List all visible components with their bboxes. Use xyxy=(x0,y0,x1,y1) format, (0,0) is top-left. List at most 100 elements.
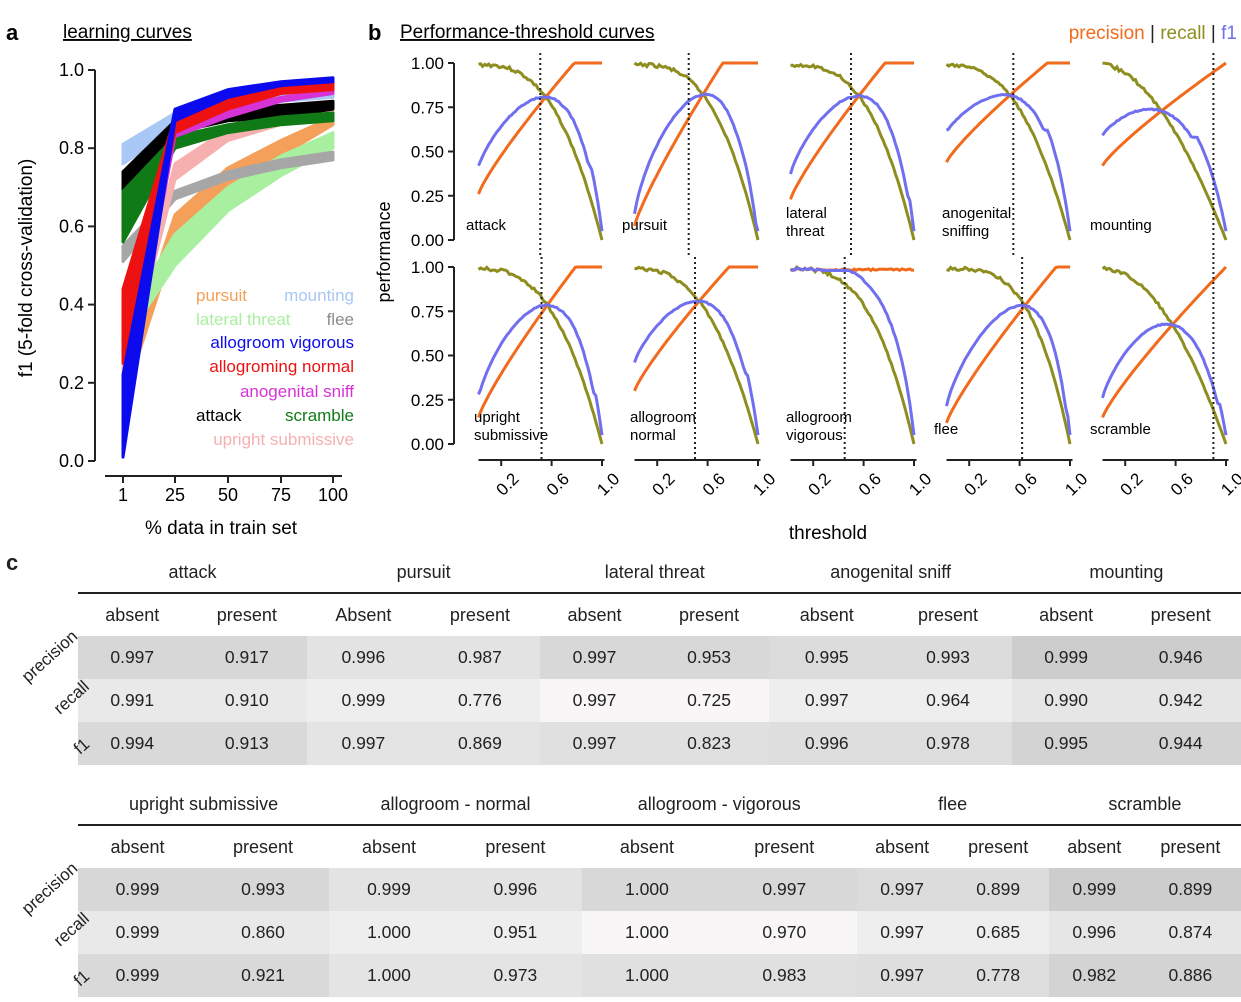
metric-cell: 0.917 xyxy=(186,636,308,679)
x-tick-label: 75 xyxy=(271,485,291,505)
metric-cell: 0.685 xyxy=(947,911,1049,954)
y-tick-label: 0.25 xyxy=(411,187,444,206)
column-header: present xyxy=(186,592,308,636)
f1-curve xyxy=(789,93,916,232)
column-header: present xyxy=(196,824,330,868)
metric-cell: 0.913 xyxy=(186,722,308,765)
x-tick-label: 25 xyxy=(165,485,185,505)
metric-cell: 0.886 xyxy=(1139,954,1241,997)
x-tick-label: 1.0 xyxy=(1061,469,1091,499)
metric-cell: 0.951 xyxy=(448,911,582,954)
metric-cell: 1.000 xyxy=(581,954,712,997)
metric-cell: 0.999 xyxy=(78,868,197,911)
column-header: present xyxy=(947,824,1049,868)
metric-cell: 0.899 xyxy=(947,868,1049,911)
metric-cell: 1.000 xyxy=(329,911,449,954)
panel-c-letter: c xyxy=(6,550,19,575)
metric-cell: 0.999 xyxy=(78,911,197,954)
behavior-label: anogenital xyxy=(942,205,1011,222)
f1-curve xyxy=(477,303,604,436)
precision-curve xyxy=(945,265,1070,424)
x-tick-label: 0.6 xyxy=(543,469,573,499)
panel-a-ylabel: f1 (5-fold cross-validation) xyxy=(16,159,37,378)
y-tick-label: 1.00 xyxy=(411,258,444,277)
precision-curve xyxy=(477,265,602,418)
column-header: absent xyxy=(329,824,449,868)
column-header: absent xyxy=(856,824,948,868)
metric-cell: 0.997 xyxy=(78,636,187,679)
metric-cell: 0.995 xyxy=(1011,722,1121,765)
y-tick-label: 0.75 xyxy=(411,98,444,117)
x-tick-label: 1.0 xyxy=(749,469,779,499)
precision-curve xyxy=(1101,265,1228,419)
behavior-header: allogroom - normal xyxy=(380,793,531,814)
f1-curve xyxy=(1101,322,1228,436)
y-tick-label: 0.0 xyxy=(59,451,84,471)
legend-entry: allogroming normal xyxy=(209,357,354,376)
x-tick-label: 0.6 xyxy=(1167,469,1197,499)
legend-entry: lateral threat xyxy=(196,310,291,329)
legend-entry: pursuit xyxy=(196,286,247,305)
x-tick-label: 0.2 xyxy=(492,469,522,499)
behavior-label: mounting xyxy=(1090,217,1152,234)
legend-entry: scramble xyxy=(285,406,354,425)
metrics-table: attack pursuit lateral threat anogenital sn… xyxy=(78,552,1241,765)
metric-cell: 0.982 xyxy=(1048,954,1140,997)
metric-cell: 0.946 xyxy=(1120,636,1241,679)
recall-curve xyxy=(946,265,1072,445)
metric-cell: 0.996 xyxy=(769,722,885,765)
recall-curve xyxy=(790,62,916,241)
behavior-label: vigorous xyxy=(786,427,843,444)
column-header: absent xyxy=(540,592,649,636)
metric-cell: 0.995 xyxy=(769,636,885,679)
x-tick-label: 1.0 xyxy=(905,469,935,499)
recall-curve xyxy=(478,62,604,241)
threshold-subplot: 0.2 0.6 1.0 flee xyxy=(934,257,1091,499)
panel-b-letter: b xyxy=(368,20,381,45)
y-tick-label: 0.50 xyxy=(411,143,444,162)
column-header: present xyxy=(1139,824,1241,868)
legend-entry: mounting xyxy=(284,286,354,305)
f1-curve xyxy=(945,303,1072,436)
metric-cell: 0.997 xyxy=(856,911,948,954)
metric-cell: 0.970 xyxy=(712,911,857,954)
metric-cell: 0.778 xyxy=(947,954,1049,997)
metric-cell: 0.910 xyxy=(186,679,308,722)
legend-entry: upright submissive xyxy=(213,430,354,449)
x-tick-label: 0.6 xyxy=(699,469,729,499)
metric-cell: 0.997 xyxy=(856,868,948,911)
metric-cell: 0.997 xyxy=(540,636,649,679)
metric-cell: 0.999 xyxy=(78,954,197,997)
metric-cell: 0.921 xyxy=(196,954,330,997)
metric-cell: 0.999 xyxy=(1048,868,1140,911)
metrics-table: upright submissive allogroom - normal allo… xyxy=(78,784,1241,997)
panel-b-legend: precision | recall | f1 xyxy=(1069,23,1237,44)
table-row: 0.999 0.860 1.000 0.951 1.000 0.970 0.997 0.685… xyxy=(78,911,1241,954)
panel-b-title: Performance-threshold curves xyxy=(400,22,655,43)
panel-a-xlabel: % data in train set xyxy=(145,518,298,539)
column-header: absent xyxy=(78,824,197,868)
precision-curve xyxy=(633,265,758,392)
metric-cell: 0.964 xyxy=(884,679,1012,722)
behavior-header: upright submissive xyxy=(129,793,279,814)
column-header: present xyxy=(712,824,857,868)
x-tick-label: 0.2 xyxy=(1116,469,1146,499)
behavior-label: flee xyxy=(934,421,958,438)
metric-cell: 1.000 xyxy=(581,868,712,911)
x-tick-label: 0.2 xyxy=(648,469,678,499)
series-band-allogroom-vigorous xyxy=(121,76,335,459)
metric-cell: 0.973 xyxy=(448,954,582,997)
f1-curve xyxy=(633,92,760,232)
metric-cell: 0.953 xyxy=(648,636,770,679)
y-tick-label: 0.6 xyxy=(59,216,84,236)
table-row: 0.999 0.921 1.000 0.973 1.000 0.983 0.997 0.778… xyxy=(78,954,1241,997)
behavior-header: attack xyxy=(168,561,217,582)
y-tick-label: 0.75 xyxy=(411,302,444,321)
legend-item: f1 xyxy=(1221,23,1237,44)
metric-cell: 0.978 xyxy=(884,722,1012,765)
y-tick-label: 0.4 xyxy=(59,295,84,315)
metric-cell: 0.823 xyxy=(648,722,770,765)
y-tick-label: 0.50 xyxy=(411,347,444,366)
